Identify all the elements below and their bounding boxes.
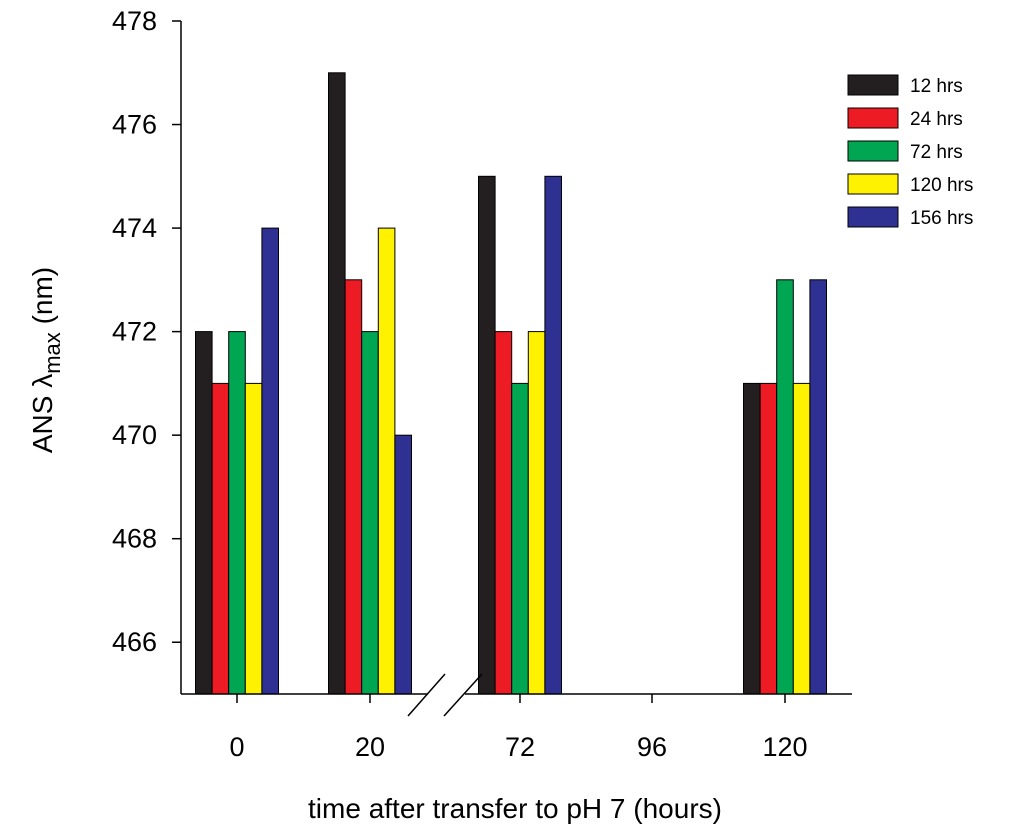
legend-label-12-hrs: 12 hrs (910, 76, 963, 97)
bar-72-hrs-at-120 (776, 279, 794, 695)
y-tick-label-478: 478 (112, 6, 157, 36)
y-title-symbol: λ (27, 374, 58, 388)
bar-12-hrs-at-120 (743, 382, 761, 695)
bar-156-hrs-at-72 (544, 175, 563, 695)
x-tick-label-72: 72 (505, 732, 535, 762)
bar-24-hrs-at-72 (494, 331, 513, 695)
bar-72-hrs-at-0 (228, 331, 246, 695)
bar-156-hrs-at-20 (394, 434, 412, 695)
y-tick-label-474: 474 (112, 213, 157, 243)
legend-label-72-hrs: 72 hrs (910, 142, 963, 163)
legend-swatch-156-hrs (847, 206, 899, 228)
y-tick-label-470: 470 (112, 420, 157, 450)
y-title-subscript: max (40, 332, 65, 374)
bar-156-hrs-at-120 (809, 279, 828, 695)
y-title-prefix: ANS (27, 388, 58, 453)
bar-12-hrs-at-20 (328, 72, 346, 695)
x-tick-label-120: 120 (762, 732, 807, 762)
y-tick-label-468: 468 (112, 524, 157, 554)
bar-156-hrs-at-0 (261, 227, 279, 695)
legend-swatch-12-hrs (847, 74, 899, 96)
legend-label-156-hrs: 156 hrs (910, 208, 973, 229)
bar-120-hrs-at-20 (377, 227, 396, 695)
legend-swatch-24-hrs (847, 107, 899, 129)
axis-break-mark-left (407, 673, 446, 717)
bar-24-hrs-at-120 (759, 382, 778, 695)
y-tick-label-472: 472 (112, 317, 157, 347)
legend-label-120-hrs: 120 hrs (910, 175, 973, 196)
bar-12-hrs-at-72 (478, 175, 496, 695)
bar-120-hrs-at-120 (792, 382, 811, 695)
legend-swatch-72-hrs (847, 140, 899, 162)
axis-break-mark-right (443, 673, 483, 717)
y-title-suffix: (nm) (27, 267, 58, 332)
legend-swatch-120-hrs (847, 173, 899, 195)
bar-12-hrs-at-0 (195, 331, 213, 695)
y-tick-label-476: 476 (112, 110, 157, 140)
bar-120-hrs-at-0 (244, 382, 263, 695)
bar-24-hrs-at-0 (211, 382, 230, 695)
y-axis-title: ANS λmax (nm) (27, 267, 65, 453)
x-tick-label-0: 0 (229, 732, 244, 762)
x-tick-label-20: 20 (355, 732, 385, 762)
legend-label-24-hrs: 24 hrs (910, 109, 963, 130)
y-tick-label-466: 466 (112, 627, 157, 657)
x-tick-label-96: 96 (637, 732, 667, 762)
bar-72-hrs-at-72 (511, 382, 529, 695)
bar-24-hrs-at-20 (344, 279, 363, 695)
axes-layer: 466 468 470 472 474 476 478 0 20 72 96 120 (112, 6, 852, 762)
bar-120-hrs-at-72 (527, 331, 546, 695)
x-axis-title: time after transfer to pH 7 (hours) (308, 793, 722, 824)
bars-layer (195, 72, 828, 695)
bar-72-hrs-at-20 (361, 331, 379, 695)
legend: 12 hrs 24 hrs 72 hrs 120 hrs 156 hrs (847, 74, 973, 229)
